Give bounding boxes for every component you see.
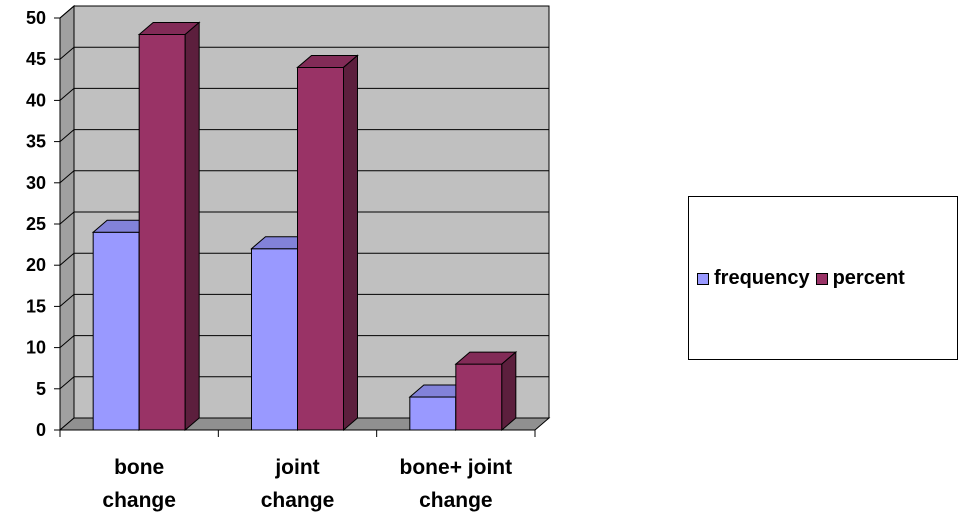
bar-frequency-1	[252, 249, 298, 430]
y-tick-label: 50	[26, 8, 46, 28]
category-label: change	[261, 489, 335, 512]
legend-item-percent: percent	[816, 267, 905, 290]
bar-percent-0	[139, 34, 185, 430]
y-tick-label: 10	[26, 338, 46, 358]
y-tick-label: 45	[26, 49, 46, 69]
legend-label-frequency: frequency	[714, 267, 810, 290]
y-tick-label: 25	[26, 214, 46, 234]
category-label: bone+ joint	[400, 456, 513, 479]
bar-percent-2	[456, 364, 502, 430]
legend-row: frequency percent	[697, 267, 911, 290]
bar-frequency-0	[93, 232, 139, 430]
category-label: change	[102, 489, 176, 512]
y-tick-label: 20	[26, 255, 46, 275]
bar-percent-1	[298, 67, 344, 430]
category-label: bone	[114, 456, 164, 479]
y-tick-label: 0	[36, 420, 46, 440]
legend-swatch-percent	[816, 273, 828, 285]
bar-side-percent-2	[502, 352, 516, 430]
bar-side-percent-1	[344, 55, 358, 430]
legend-item-frequency: frequency	[697, 267, 810, 290]
legend: frequency percent	[688, 196, 958, 360]
bar-frequency-2	[410, 397, 456, 430]
y-tick-label: 5	[36, 379, 46, 399]
category-label: joint	[274, 456, 319, 479]
y-tick-label: 15	[26, 296, 46, 316]
y-tick-labels: 0 5 10 15 20 25 30 35 40 45 50	[26, 8, 46, 440]
category-label: change	[419, 489, 493, 512]
legend-label-percent: percent	[833, 267, 905, 290]
category-labels: bone change joint change bone+ joint change	[102, 456, 512, 512]
y-tick-label: 30	[26, 173, 46, 193]
y-tick-label: 40	[26, 90, 46, 110]
legend-swatch-frequency	[697, 273, 709, 285]
bar-side-percent-0	[185, 22, 199, 430]
y-tick-label: 35	[26, 132, 46, 152]
